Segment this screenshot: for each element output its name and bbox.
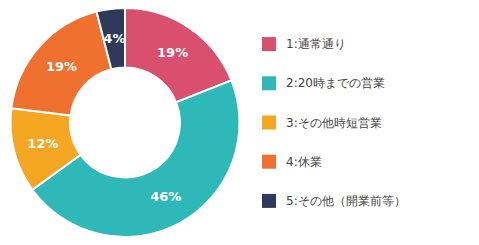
legend: 1:通常通り 2:20時までの営業 3:その他時短営業 4:休業 5:その他（開業前等） — [262, 37, 406, 208]
legend-label: 2:20時までの営業 — [286, 76, 385, 90]
slice — [11, 12, 111, 116]
data-label: 12% — [27, 136, 58, 151]
data-label: 46% — [150, 189, 181, 204]
legend-swatch — [262, 194, 276, 208]
legend-item: 5:その他（開業前等） — [262, 194, 406, 208]
legend-swatch — [262, 76, 276, 90]
legend-label: 5:その他（開業前等） — [286, 194, 406, 208]
legend-swatch — [262, 116, 276, 130]
pie: 19% 46% 12% 19% 4% — [11, 8, 240, 237]
data-label: 19% — [157, 45, 188, 60]
legend-item: 3:その他時短営業 — [262, 116, 382, 130]
chart: 19% 46% 12% 19% 4% 1:通常通り 2:20時までの営業 3:その他時短営業 4… — [0, 0, 479, 245]
legend-swatch — [262, 155, 276, 169]
legend-label: 4:休業 — [286, 155, 322, 169]
legend-item: 4:休業 — [262, 155, 322, 169]
legend-label: 1:通常通り — [286, 37, 346, 51]
legend-item: 1:通常通り — [262, 37, 346, 51]
legend-label: 3:その他時短営業 — [286, 116, 382, 130]
data-label: 4% — [103, 31, 125, 46]
slice — [11, 108, 81, 190]
legend-item: 2:20時までの営業 — [262, 76, 385, 90]
data-label: 19% — [46, 59, 77, 74]
legend-swatch — [262, 37, 276, 51]
slice — [97, 8, 125, 69]
